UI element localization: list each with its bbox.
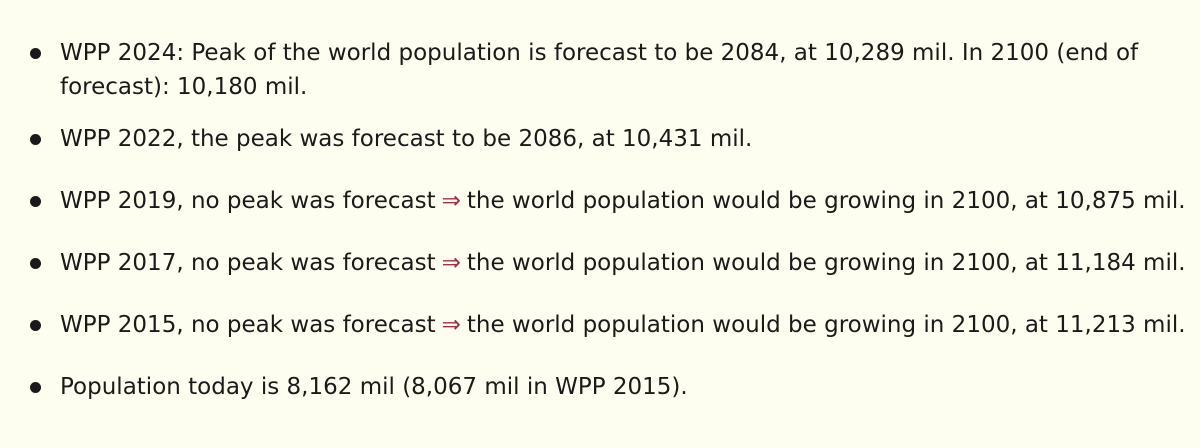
bullet-text: Population today is 8,162 mil (8,067 mil… <box>60 374 688 400</box>
bullet-dot-icon <box>30 258 41 269</box>
bullet-text: WPP 2024: Peak of the world population i… <box>60 40 1139 100</box>
bullet-item-wpp-2017: WPP 2017, no peak was forecast ⇒ the world… <box>28 246 1186 280</box>
bullet-list: WPP 2024: Peak of the world population i… <box>28 36 1186 432</box>
bullet-text-after: the world population would be growing in… <box>466 188 1186 214</box>
bullet-item-wpp-2022: WPP 2022, the peak was forecast to be 20… <box>28 122 1178 156</box>
bullet-dot-icon <box>30 134 41 145</box>
implies-arrow-icon: ⇒ <box>441 188 461 214</box>
bullet-dot-icon <box>30 382 41 393</box>
bullet-text-before: WPP 2015, no peak was forecast <box>60 312 436 338</box>
bullet-text-after: the world population would be growing in… <box>466 312 1186 338</box>
bullet-dot-icon <box>30 48 41 59</box>
bullet-text-before: WPP 2019, no peak was forecast <box>60 188 436 214</box>
bullet-item-wpp-2024: WPP 2024: Peak of the world population i… <box>28 36 1178 104</box>
bullet-text: WPP 2022, the peak was forecast to be 20… <box>60 126 753 152</box>
implies-arrow-icon: ⇒ <box>441 250 461 276</box>
bullet-item-population-today: Population today is 8,162 mil (8,067 mil… <box>28 370 1178 404</box>
bullet-item-wpp-2015: WPP 2015, no peak was forecast ⇒ the world… <box>28 308 1186 342</box>
bullet-dot-icon <box>30 196 41 207</box>
implies-arrow-icon: ⇒ <box>441 312 461 338</box>
bullet-text-before: WPP 2017, no peak was forecast <box>60 250 436 276</box>
bullet-dot-icon <box>30 320 41 331</box>
bullet-item-wpp-2019: WPP 2019, no peak was forecast ⇒ the world… <box>28 184 1186 218</box>
bullet-text-after: the world population would be growing in… <box>466 250 1186 276</box>
